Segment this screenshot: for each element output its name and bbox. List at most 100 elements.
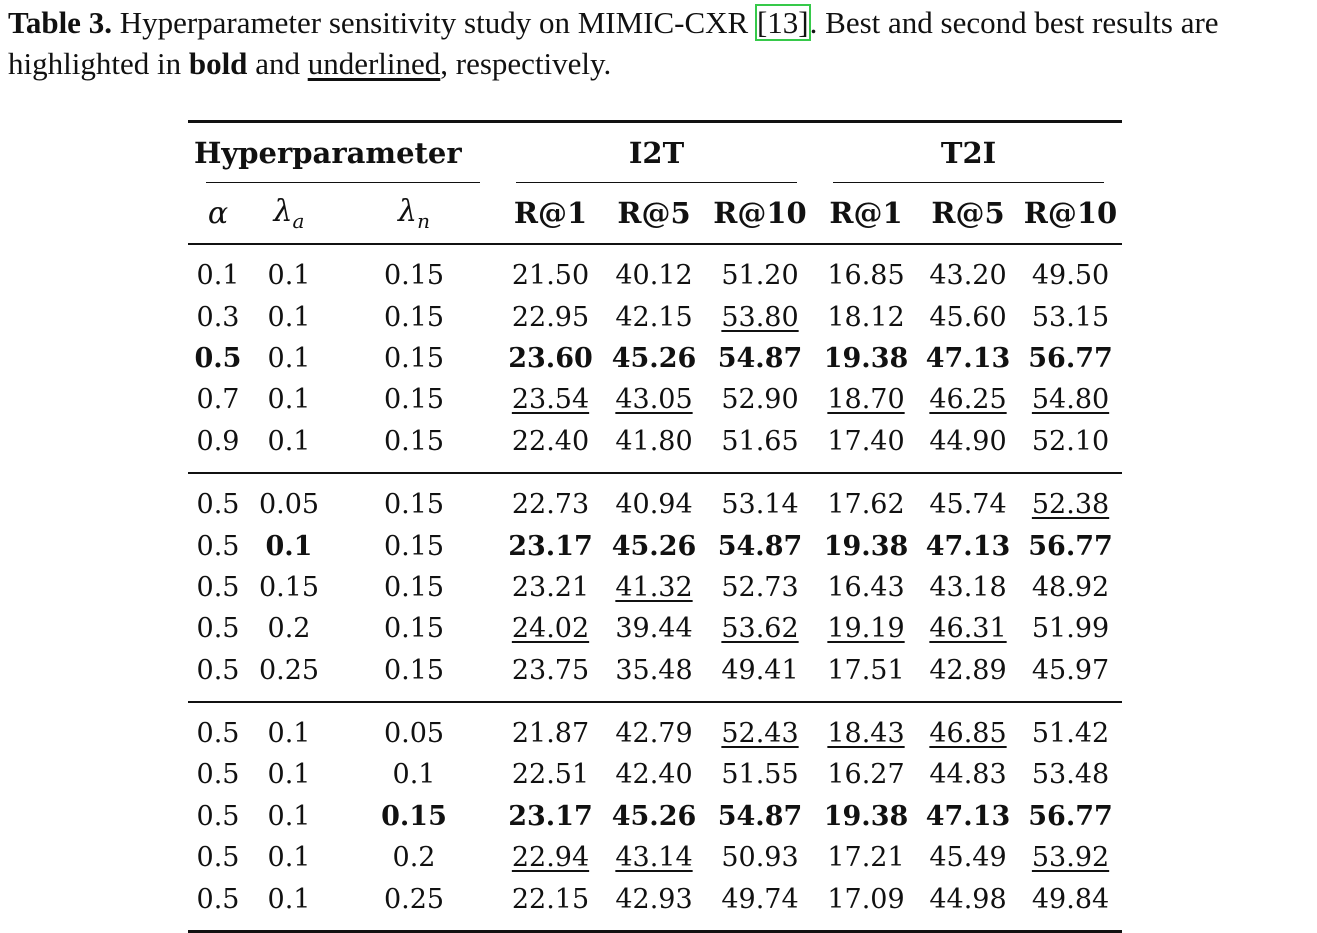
cell-t2i-r1: 17.62 (827, 489, 905, 521)
cell-la: 0.1 (267, 718, 311, 750)
group-i2t: I2T (498, 122, 815, 184)
cell-la: 0.1 (265, 530, 313, 562)
citation-link[interactable]: [13] (754, 4, 811, 41)
cell-t2i-r5: 45.49 (929, 842, 1007, 874)
cell-la: 0.1 (267, 883, 311, 915)
cell-t2i-r5: 43.20 (929, 260, 1007, 292)
cell-ln: 0.2 (392, 842, 436, 874)
table-row: 0.7 0.1 0.15 23.54 43.05 52.90 18.70 46.25 54.80 (188, 379, 1122, 420)
cell-t2i-r10: 53.92 (1031, 842, 1110, 874)
cell-ln: 0.1 (392, 759, 436, 791)
cell-i2t-r5: 35.48 (615, 654, 693, 686)
cell-i2t-r1: 23.17 (508, 530, 593, 562)
table-row: 0.9 0.1 0.15 22.40 41.80 51.65 17.40 44.90 52.10 (188, 421, 1122, 473)
table-row: 0.1 0.1 0.15 21.50 40.12 51.20 16.85 43.20 49.50 (188, 244, 1122, 296)
cell-i2t-r5: 42.15 (615, 301, 693, 333)
cell-i2t-r10: 54.87 (717, 800, 803, 832)
cell-t2i-r1: 16.27 (827, 759, 905, 791)
cell-i2t-r10: 53.14 (721, 489, 799, 521)
hyperparameter-table: Hyperparameter I2T T2I α λa λn R@1 R@5 R… (188, 120, 1123, 933)
table-row: 0.3 0.1 0.15 22.95 42.15 53.80 18.12 45.60 53.15 (188, 296, 1122, 337)
cell-i2t-r10: 54.87 (717, 342, 803, 374)
caption-label: Table 3. (8, 5, 112, 40)
cell-ln: 0.15 (383, 342, 445, 374)
cell-i2t-r10: 54.87 (717, 530, 803, 562)
cell-la: 0.15 (258, 571, 320, 603)
cell-i2t-r5: 42.79 (615, 718, 693, 750)
cell-t2i-r10: 53.15 (1031, 301, 1110, 333)
table-row: 0.5 0.05 0.15 22.73 40.94 53.14 17.62 45.74 52.3… (188, 473, 1122, 525)
caption-end: , respectively. (440, 46, 612, 81)
cell-i2t-r10: 52.90 (721, 384, 799, 416)
cell-i2t-r1: 23.21 (511, 571, 590, 603)
col-alpha: α (207, 195, 229, 231)
cell-la: 0.1 (267, 425, 311, 457)
cell-t2i-r1: 18.70 (827, 384, 905, 416)
col-i2t-r5: R@5 (617, 196, 691, 230)
cell-i2t-r5: 42.93 (615, 883, 693, 915)
cell-t2i-r10: 49.50 (1031, 260, 1110, 292)
cell-alpha: 0.5 (196, 718, 240, 750)
cell-t2i-r10: 56.77 (1028, 342, 1113, 374)
cell-t2i-r1: 18.43 (827, 718, 905, 750)
cell-i2t-r1: 22.94 (511, 842, 590, 874)
cell-t2i-r5: 45.74 (929, 489, 1007, 521)
cell-ln: 0.25 (383, 883, 445, 915)
cell-i2t-r10: 52.43 (721, 718, 799, 750)
cell-la: 0.1 (267, 384, 311, 416)
cell-t2i-r10: 49.84 (1031, 883, 1110, 915)
col-lambda-n: λn (398, 193, 430, 233)
table-row: 0.5 0.2 0.15 24.02 39.44 53.62 19.19 46.31 51.99 (188, 608, 1122, 649)
cell-la: 0.1 (267, 260, 311, 292)
cell-t2i-r5: 47.13 (925, 800, 1011, 832)
caption-text: Hyperparameter sensitivity study on MIMI… (111, 5, 756, 40)
cell-t2i-r1: 19.38 (823, 342, 909, 374)
cell-i2t-r10: 53.62 (721, 613, 799, 645)
cell-t2i-r1: 16.85 (827, 260, 905, 292)
cell-la: 0.05 (258, 489, 320, 521)
cell-alpha: 0.5 (196, 489, 240, 521)
cell-i2t-r5: 43.14 (615, 842, 693, 874)
cell-alpha: 0.5 (196, 530, 240, 562)
cell-alpha: 0.3 (196, 301, 240, 333)
col-i2t-r1: R@1 (513, 196, 588, 230)
cell-alpha: 0.5 (196, 883, 240, 915)
cell-ln: 0.15 (383, 301, 445, 333)
cell-i2t-r10: 51.65 (721, 425, 799, 457)
cell-t2i-r10: 45.97 (1031, 654, 1110, 686)
cell-t2i-r5: 44.83 (929, 759, 1007, 791)
caption-bold-word: bold (188, 46, 248, 81)
cell-ln: 0.15 (381, 800, 447, 832)
cell-alpha: 0.5 (196, 613, 240, 645)
cell-i2t-r1: 21.87 (511, 718, 590, 750)
group-t2i: T2I (815, 122, 1122, 184)
col-t2i-r10: R@10 (1023, 196, 1118, 230)
cell-i2t-r10: 51.20 (721, 260, 799, 292)
table-row: 0.5 0.1 0.25 22.15 42.93 49.74 17.09 44.98 49.84 (188, 878, 1122, 931)
cell-t2i-r5: 46.85 (929, 718, 1007, 750)
cell-i2t-r1: 21.50 (511, 260, 590, 292)
cell-t2i-r1: 16.43 (827, 571, 905, 603)
cell-ln: 0.15 (383, 260, 445, 292)
cell-i2t-r10: 53.80 (721, 301, 799, 333)
col-lambda-a: λa (273, 193, 305, 233)
cell-t2i-r10: 52.10 (1031, 425, 1110, 457)
cell-t2i-r1: 17.09 (827, 883, 905, 915)
cell-i2t-r1: 23.75 (511, 654, 590, 686)
cell-t2i-r1: 19.38 (823, 530, 909, 562)
cell-i2t-r1: 22.73 (511, 489, 590, 521)
cell-alpha: 0.5 (196, 759, 240, 791)
cell-t2i-r5: 44.98 (929, 883, 1007, 915)
cell-t2i-r5: 47.13 (925, 342, 1011, 374)
col-t2i-r1: R@1 (829, 196, 903, 230)
cell-i2t-r5: 45.26 (611, 800, 697, 832)
cell-t2i-r10: 51.99 (1031, 613, 1110, 645)
cell-alpha: 0.5 (196, 800, 240, 832)
cell-ln: 0.15 (383, 425, 445, 457)
cell-ln: 0.15 (383, 571, 445, 603)
cell-ln: 0.05 (383, 718, 445, 750)
cell-la: 0.1 (267, 759, 311, 791)
column-header-row: α λa λn R@1 R@5 R@10 R@1 R@5 R@10 (188, 183, 1122, 244)
group-lambda-a-sweep: 0.5 0.05 0.15 22.73 40.94 53.14 17.62 45.74 52.3… (188, 472, 1123, 702)
table-row: 0.5 0.25 0.15 23.75 35.48 49.41 17.51 42.89 45.9… (188, 650, 1122, 702)
